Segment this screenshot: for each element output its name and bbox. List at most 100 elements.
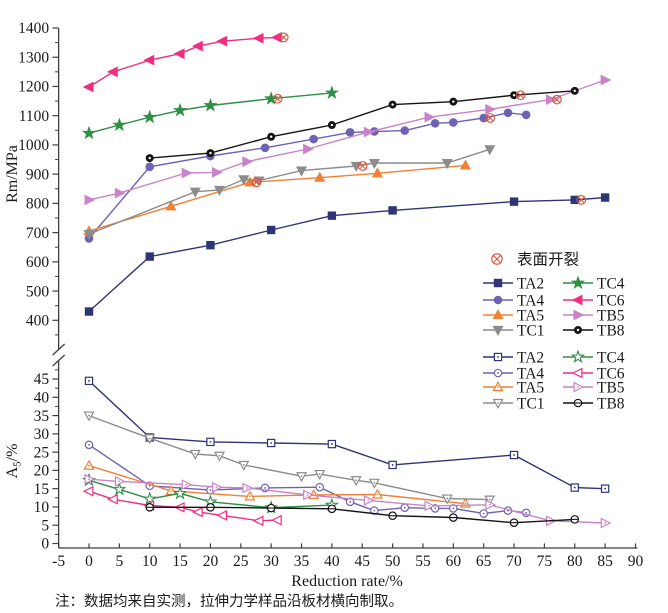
surface-crack-marker xyxy=(251,177,262,188)
legend-label: TC6 xyxy=(597,365,625,382)
y-tick-label: 400 xyxy=(26,313,50,330)
y-tick-label: 20 xyxy=(34,463,50,480)
series-top-TC6 xyxy=(82,31,282,93)
y-tick-label: 25 xyxy=(34,444,50,461)
x-tick-label: 35 xyxy=(294,553,310,570)
y-tick-label: 45 xyxy=(34,371,50,388)
y-tick-label: 600 xyxy=(26,254,50,271)
surface-crack-marker xyxy=(576,194,587,205)
legend-entry-TA5: TA5 xyxy=(483,379,544,396)
legend-label: TB8 xyxy=(597,395,625,412)
x-tick-label: 40 xyxy=(324,553,340,570)
y-axis-title-bottom: A5/% xyxy=(4,444,24,479)
legend-entry-TA5: TA5 xyxy=(483,307,544,324)
series-top-TA2 xyxy=(84,193,610,316)
series-top-TC4 xyxy=(81,85,340,140)
surface-crack-marker xyxy=(272,93,283,104)
x-tick-label: 10 xyxy=(142,553,158,570)
series-top-TB8 xyxy=(145,86,579,163)
x-tick-label: 45 xyxy=(354,553,370,570)
y-tick-label: 10 xyxy=(34,499,50,516)
legend-label: TA4 xyxy=(517,365,544,382)
x-tick-label: 80 xyxy=(567,553,583,570)
legend-label: TC4 xyxy=(597,275,625,292)
y-tick-label: 30 xyxy=(34,426,50,443)
surface-crack-marker xyxy=(485,113,496,123)
x-tick-label: 0 xyxy=(85,553,93,570)
y-tick-label: 1100 xyxy=(19,108,50,125)
surface-crack-marker xyxy=(357,161,368,171)
y-tick-label: 1400 xyxy=(18,20,49,37)
legend-label: TA2 xyxy=(517,275,544,292)
series-bottom-TB8 xyxy=(145,503,580,527)
crack-legend-label: 表面开裂 xyxy=(517,251,579,269)
legend-entry-TC4: TC4 xyxy=(563,349,625,366)
legend-entry-TB8: TB8 xyxy=(563,322,625,339)
y-tick-label: 35 xyxy=(34,408,50,425)
surface-crack-marker xyxy=(552,94,562,105)
x-tick-label: 85 xyxy=(597,553,613,570)
figure-note: 注：数据均来自实测，拉伸力学样品沿板材横向制取。 xyxy=(55,592,403,610)
y-tick-label: 500 xyxy=(26,283,50,300)
y-tick-label: 15 xyxy=(34,481,50,498)
y-tick-label: 1000 xyxy=(18,137,49,154)
y-tick-label: 800 xyxy=(26,196,50,213)
y-tick-label: 40 xyxy=(34,390,50,407)
legend-entry-TA4: TA4 xyxy=(483,292,544,309)
legend-entry-TC6: TC6 xyxy=(563,365,625,382)
x-tick-label: 75 xyxy=(537,553,553,570)
crack-legend: 表面开裂 xyxy=(491,251,579,269)
y-tick-label: 700 xyxy=(26,225,50,242)
legend-entry-TB5: TB5 xyxy=(563,379,625,396)
surface-crack-marker xyxy=(515,90,526,101)
legend-entry-TB5: TB5 xyxy=(563,307,625,324)
y-tick-label: 1300 xyxy=(18,49,49,66)
x-tick-label: 50 xyxy=(385,553,401,570)
panel-top xyxy=(81,31,612,316)
axes: -5 0 5 10 15 20 25 30 35 40 45 50 55 60 65 70 75 80 85 90Re… xyxy=(4,20,643,590)
legend-label: TC4 xyxy=(597,349,625,366)
legend-label: TB8 xyxy=(597,322,625,339)
legend-label: TA5 xyxy=(517,307,544,324)
legend-label: TB5 xyxy=(597,307,625,324)
series-top-TC1 xyxy=(83,145,496,241)
series-bottom-TC1 xyxy=(83,411,496,506)
series-bottom-TC6 xyxy=(82,485,282,527)
x-tick-label: 30 xyxy=(263,553,279,570)
x-axis: -5 0 5 10 15 20 25 30 35 40 45 50 55 60 65 70 75 80 85 90 Re… xyxy=(52,543,643,590)
surface-crack-marker xyxy=(491,253,503,265)
series-bottom-TA2 xyxy=(84,376,610,493)
x-tick-label: 5 xyxy=(115,553,123,570)
chart-root: -5 0 5 10 15 20 25 30 35 40 45 50 55 60 65 70 75 80 85 90Re… xyxy=(4,20,643,590)
x-tick-label: 25 xyxy=(233,553,249,570)
legend-entry-TC1: TC1 xyxy=(483,322,545,339)
axis-break xyxy=(52,343,66,367)
legend-label: TA4 xyxy=(517,292,544,309)
legend-entry-TC6: TC6 xyxy=(563,292,625,309)
y-ticks-top: 400 500 600 700 800 900 1000 1100 1200 1300 1400 xyxy=(18,20,59,336)
x-axis-title: Reduction rate/% xyxy=(291,573,403,590)
x-tick-label: 65 xyxy=(476,553,492,570)
y-axis-title-top: Rm/MPa xyxy=(4,145,21,203)
x-tick-label: 55 xyxy=(415,553,431,570)
series-top-TB5 xyxy=(84,74,612,206)
legend-label: TC1 xyxy=(517,322,545,339)
x-tick-label: -5 xyxy=(52,553,65,570)
x-tick-label: 20 xyxy=(203,553,219,570)
x-tick-label: 70 xyxy=(506,553,522,570)
legend-entry-TA2: TA2 xyxy=(483,349,544,366)
x-tick-label: 60 xyxy=(446,553,462,570)
x-tick-label: 90 xyxy=(628,553,644,570)
y-tick-label: 5 xyxy=(41,517,49,534)
legend-entry-TB8: TB8 xyxy=(563,395,625,412)
y-tick-label: 1200 xyxy=(18,79,49,96)
legend-entry-TC4: TC4 xyxy=(563,275,625,292)
legend-label: TC1 xyxy=(517,395,545,412)
legend-entry-TA2: TA2 xyxy=(483,275,544,292)
legend-label: TB5 xyxy=(597,379,625,396)
